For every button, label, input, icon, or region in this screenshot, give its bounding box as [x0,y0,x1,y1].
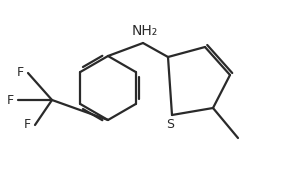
Text: F: F [17,66,24,80]
Text: F: F [24,118,31,132]
Text: S: S [166,118,174,131]
Text: F: F [7,94,14,106]
Text: NH₂: NH₂ [132,24,158,38]
